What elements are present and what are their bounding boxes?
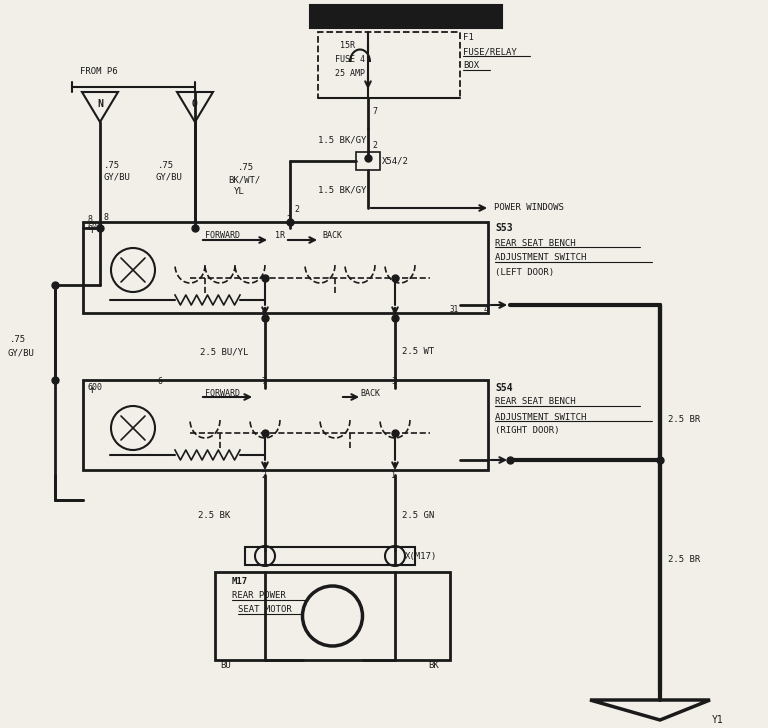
Text: 2.5 BR: 2.5 BR [668, 416, 700, 424]
Text: FUSE 4: FUSE 4 [335, 55, 365, 65]
Text: M17: M17 [232, 577, 248, 587]
Text: BACK: BACK [360, 389, 380, 397]
Text: 6: 6 [157, 378, 162, 387]
Point [49, 374, 61, 386]
Point [389, 272, 401, 284]
Text: Y1: Y1 [712, 715, 723, 725]
Point [259, 312, 271, 324]
Text: BU: BU [220, 660, 230, 670]
Text: 7: 7 [372, 108, 377, 116]
Text: X54/2: X54/2 [382, 157, 409, 165]
Circle shape [303, 586, 362, 646]
Bar [318, 32, 460, 98]
Text: .75: .75 [238, 164, 254, 173]
Text: BOX: BOX [463, 61, 479, 71]
Text: 2.5 BK: 2.5 BK [198, 510, 230, 520]
Text: 8: 8 [88, 215, 93, 224]
Text: 1: 1 [391, 470, 396, 480]
Point [504, 454, 516, 466]
Text: 1.5 BK/GY: 1.5 BK/GY [318, 135, 366, 144]
Text: 2: 2 [294, 205, 299, 215]
Text: BK/WT/: BK/WT/ [228, 175, 260, 184]
Text: FROM P6: FROM P6 [80, 68, 118, 76]
Bar [215, 572, 450, 660]
Text: 25 AMP: 25 AMP [335, 68, 365, 77]
Text: 7: 7 [261, 378, 266, 387]
Text: REAR POWER: REAR POWER [232, 591, 286, 601]
Text: FORWARD: FORWARD [205, 232, 240, 240]
Point [389, 427, 401, 439]
Text: 1.5 BK/GY: 1.5 BK/GY [318, 186, 366, 194]
Text: F1: F1 [463, 33, 474, 42]
Bar [310, 5, 502, 28]
Bar [245, 547, 415, 565]
Point [389, 312, 401, 324]
Text: S53: S53 [495, 223, 512, 233]
Text: 31: 31 [450, 306, 459, 314]
Text: 3: 3 [391, 378, 396, 387]
Text: N: N [97, 99, 103, 109]
Text: ADJUSTMENT SWITCH: ADJUSTMENT SWITCH [495, 413, 587, 422]
Text: FUSE/RELAY: FUSE/RELAY [463, 47, 517, 57]
Text: POWER WINDOWS: POWER WINDOWS [494, 204, 564, 213]
Point [94, 222, 106, 234]
Text: FORWARD: FORWARD [205, 389, 240, 397]
Text: (LEFT DOOR): (LEFT DOOR) [495, 267, 554, 277]
Text: .75: .75 [158, 160, 174, 170]
Text: 2: 2 [261, 470, 266, 480]
Text: 2.5 BU/YL: 2.5 BU/YL [200, 347, 248, 357]
Text: S54: S54 [495, 383, 512, 393]
Text: ↑: ↑ [88, 385, 94, 395]
Text: 2: 2 [391, 312, 396, 320]
Text: 1: 1 [261, 312, 266, 320]
Text: 1R: 1R [275, 232, 285, 240]
Bar [356, 152, 380, 170]
Point [362, 152, 374, 164]
Text: .75: .75 [10, 336, 26, 344]
Text: YL: YL [234, 188, 245, 197]
Text: BACK: BACK [322, 232, 342, 240]
Bar [83, 380, 488, 470]
Text: 15R: 15R [340, 41, 355, 50]
Text: (RIGHT DOOR): (RIGHT DOOR) [495, 425, 560, 435]
Bar [83, 222, 488, 313]
Text: GY/BU: GY/BU [155, 173, 182, 181]
Point [259, 427, 271, 439]
Text: GY/BU: GY/BU [8, 349, 35, 357]
Text: O: O [192, 99, 198, 109]
Text: ↑: ↑ [88, 225, 94, 235]
Text: X(M17): X(M17) [405, 552, 437, 561]
Text: 600: 600 [88, 384, 103, 392]
Point [284, 216, 296, 228]
Text: 2: 2 [372, 141, 377, 149]
Text: GY/BU: GY/BU [104, 173, 131, 181]
Text: 2: 2 [286, 215, 291, 224]
Text: SEAT MOTOR: SEAT MOTOR [238, 606, 292, 614]
Text: 2.5 BR: 2.5 BR [668, 555, 700, 564]
Text: 600: 600 [88, 223, 103, 232]
Point [49, 279, 61, 290]
Text: .75: .75 [104, 160, 120, 170]
Text: ADJUSTMENT SWITCH: ADJUSTMENT SWITCH [495, 253, 587, 263]
Text: M: M [329, 609, 336, 622]
Text: REAR SEAT BENCH: REAR SEAT BENCH [495, 397, 576, 406]
Point [654, 454, 666, 466]
Text: REAR SEAT BENCH: REAR SEAT BENCH [495, 239, 576, 248]
Text: 2.5 GN: 2.5 GN [402, 510, 434, 520]
Text: HOT IN ACCY OR RUN: HOT IN ACCY OR RUN [353, 12, 458, 22]
Point [189, 222, 201, 234]
Point [259, 272, 271, 284]
Text: 2.5 WT: 2.5 WT [402, 347, 434, 357]
Text: 4: 4 [484, 306, 489, 314]
Text: BK: BK [428, 660, 439, 670]
Text: 8: 8 [104, 213, 109, 223]
